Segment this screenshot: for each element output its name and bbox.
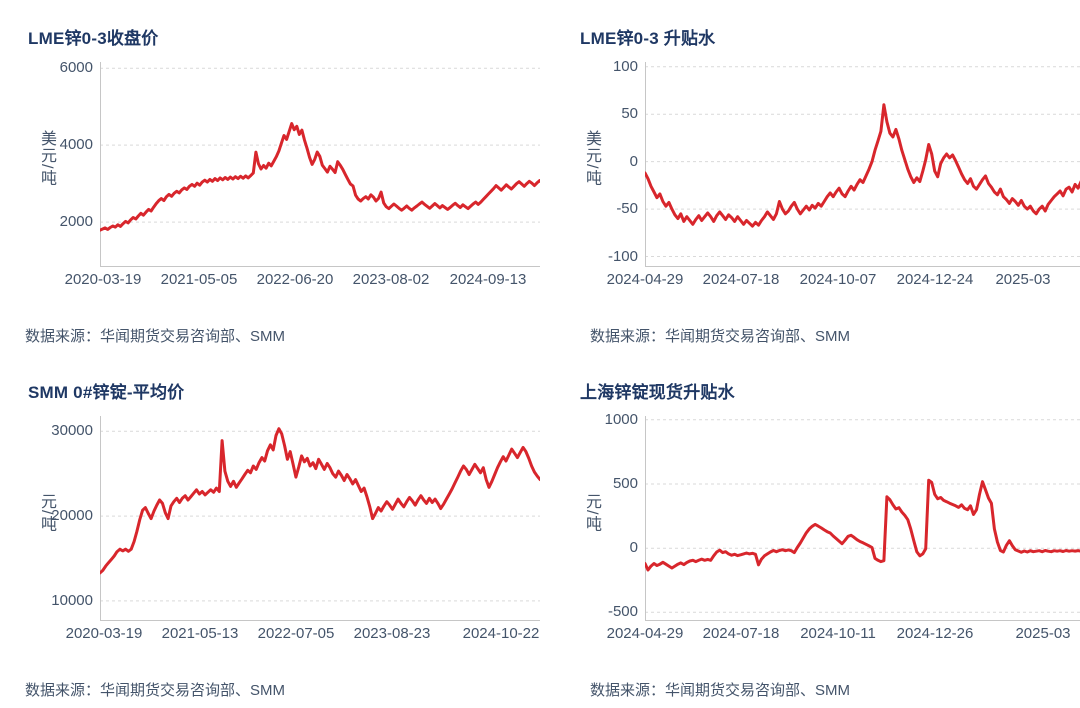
x-tick-label: 2020-03-19 <box>65 625 143 642</box>
source-note: 数据来源：华闻期货交易咨询部、SMM <box>25 682 285 699</box>
y-tick-label: -50 <box>616 200 638 218</box>
x-axis-ticks: 2020-03-19 2021-05-05 2022-06-20 2023-08-02… <box>65 271 540 291</box>
chart-title: SMM 0#锌锭-平均价 <box>28 383 185 402</box>
y-axis-ticks: 100 50 0 -50 -100 <box>540 0 638 300</box>
y-axis-ticks: 30000 20000 10000 <box>0 354 93 654</box>
y-tick-label: 0 <box>629 152 638 170</box>
x-tick-label: 2024-07-18 <box>702 271 780 288</box>
plot-area <box>643 416 1080 622</box>
chart-card-smm-zinc-avg-price: SMM 0#锌锭-平均价 元/吨 30000 20000 10000 2020-03… <box>0 354 540 708</box>
x-tick-label: 2024-07-18 <box>702 625 780 642</box>
chart-canvas <box>98 62 540 267</box>
chart-canvas <box>643 416 1080 621</box>
x-tick-label: 2024-10-07 <box>799 271 877 288</box>
plot-area <box>98 416 540 622</box>
y-tick-label: 100 <box>612 57 638 75</box>
x-axis-ticks: 2024-04-29 2024-07-18 2024-10-07 2024-12-24… <box>607 271 1080 291</box>
x-tick-label: 2025-03 <box>1015 625 1071 642</box>
x-tick-label: 2021-05-05 <box>160 271 238 288</box>
y-axis-label: 美元/吨 <box>38 130 55 187</box>
x-tick-label: 2021-05-13 <box>161 625 239 642</box>
y-tick-label: 10000 <box>51 591 93 609</box>
x-axis-ticks: 2024-04-29 2024-07-18 2024-10-11 2024-12-26… <box>607 625 1080 645</box>
x-tick-label: 2024-12-26 <box>896 625 974 642</box>
y-axis-label: 元/吨 <box>583 492 600 532</box>
plot-area <box>98 62 540 268</box>
y-tick-label: 20000 <box>51 507 93 525</box>
y-tick-label: -500 <box>607 603 638 621</box>
source-note: 数据来源：华闻期货交易咨询部、SMM <box>25 328 285 345</box>
series-line <box>643 103 1080 228</box>
x-tick-label: 2023-08-02 <box>352 271 430 288</box>
y-axis-label: 元/吨 <box>38 492 55 532</box>
x-tick-label: 2022-07-05 <box>257 625 335 642</box>
x-tick-label: 2024-04-29 <box>606 625 684 642</box>
plot-area <box>643 62 1080 268</box>
x-tick-label: 2023-08-23 <box>353 625 431 642</box>
x-axis-ticks: 2020-03-19 2021-05-13 2022-07-05 2023-08-23… <box>66 625 540 645</box>
x-tick-label: 2024-10-11 <box>800 625 876 642</box>
series-line <box>643 478 1080 572</box>
series-line <box>98 122 540 232</box>
y-tick-label: 1000 <box>604 410 638 428</box>
y-tick-label: 4000 <box>59 136 93 154</box>
x-tick-label: 2022-06-20 <box>256 271 334 288</box>
chart-card-lme-zinc-close: LME锌0-3收盘价 美元/吨 6000 4000 2000 2020-03-19 2… <box>0 0 540 354</box>
y-tick-label: 500 <box>612 475 638 492</box>
x-tick-label: 2020-03-19 <box>64 271 142 288</box>
y-axis-label: 美元/吨 <box>583 130 600 187</box>
source-note: 数据来源：华闻期货交易咨询部、SMM <box>590 682 850 699</box>
chart-title: LME锌0-3 升贴水 <box>580 29 716 48</box>
series-line <box>98 427 540 575</box>
y-axis-ticks: 1000 500 0 -500 <box>540 354 638 654</box>
x-tick-label: 2024-09-13 <box>449 271 527 288</box>
chart-card-lme-zinc-premium: LME锌0-3 升贴水 美元/吨 100 50 0 -50 -100 2024-04-2… <box>540 0 1080 354</box>
y-tick-label: 30000 <box>51 422 93 440</box>
y-tick-label: 0 <box>629 539 638 557</box>
x-tick-label: 2024-12-24 <box>896 271 974 288</box>
y-tick-label: -100 <box>607 247 638 265</box>
x-tick-label: 2024-04-29 <box>606 271 684 288</box>
chart-title: 上海锌锭现货升贴水 <box>580 383 735 402</box>
y-tick-label: 6000 <box>59 59 93 77</box>
y-axis-ticks: 6000 4000 2000 <box>0 0 93 300</box>
chart-canvas <box>98 416 540 621</box>
chart-canvas <box>643 62 1080 267</box>
x-tick-label: 2025-03 <box>995 271 1051 288</box>
chart-title: LME锌0-3收盘价 <box>28 29 159 48</box>
y-tick-label: 2000 <box>59 213 93 231</box>
x-tick-label: 2024-10-22 <box>462 625 540 642</box>
chart-card-shanghai-zinc-spot-premium: 上海锌锭现货升贴水 元/吨 1000 500 0 -500 2024-04-29 202… <box>540 354 1080 708</box>
y-tick-label: 50 <box>621 105 638 123</box>
source-note: 数据来源：华闻期货交易咨询部、SMM <box>590 328 850 345</box>
